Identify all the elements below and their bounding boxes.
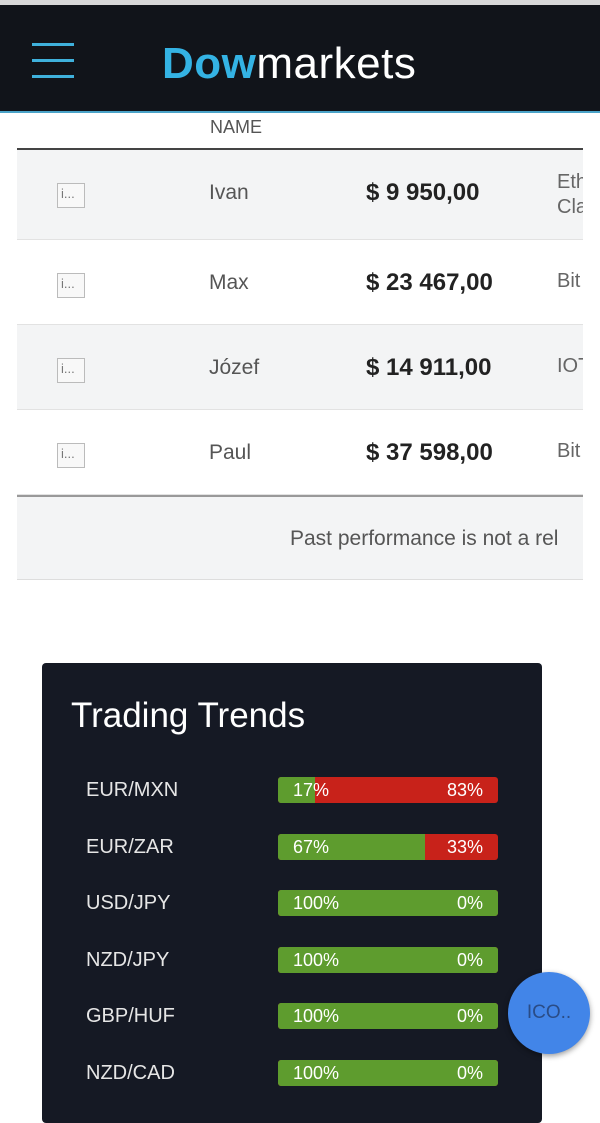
- trend-row: USD/JPY 100% 0%: [42, 890, 542, 917]
- trend-row: EUR/ZAR 67% 33%: [42, 833, 542, 860]
- trader-name: Paul: [209, 441, 252, 464]
- currency-pair: USD/JPY: [86, 892, 171, 915]
- asset-line: Bit: [557, 270, 581, 292]
- broken-image-icon: i...: [57, 183, 85, 208]
- sentiment-bar: 100% 0%: [278, 890, 498, 917]
- broken-image-icon: i...: [57, 443, 85, 468]
- broken-image-icon: i...: [57, 358, 85, 383]
- profit-amount: $ 9 950,00: [366, 179, 480, 206]
- broken-image-icon: i...: [57, 273, 85, 298]
- trend-row: NZD/JPY 100% 0%: [42, 946, 542, 973]
- status-bar-edge: [0, 0, 600, 5]
- buy-fill: [278, 833, 426, 860]
- asset-line: Eth: [557, 171, 583, 193]
- sell-percent: 83%: [446, 780, 483, 800]
- sell-percent: 0%: [456, 1063, 483, 1083]
- asset-line: IOT: [557, 355, 583, 377]
- ico-chat-button[interactable]: ICO..: [508, 972, 590, 1054]
- sentiment-bar: 100% 0%: [278, 1003, 498, 1030]
- currency-pair: NZD/JPY: [86, 948, 170, 971]
- buy-fill: [278, 1060, 498, 1086]
- trading-trends-panel: Trading Trends EUR/MXN 17% 83% EUR/ZAR 67…: [42, 663, 542, 1123]
- disclaimer-row: Past performance is not a rel: [17, 495, 583, 580]
- disclaimer-text: Past performance is not a rel: [290, 527, 559, 550]
- sell-percent: 33%: [446, 836, 483, 857]
- buy-percent: 100%: [293, 1063, 340, 1083]
- buy-percent: 100%: [293, 893, 340, 914]
- currency-pair: EUR/ZAR: [86, 835, 174, 858]
- trend-row: NZD/CAD 100% 0%: [42, 1060, 542, 1086]
- buy-percent: 17%: [293, 780, 330, 800]
- sell-percent: 0%: [456, 949, 483, 970]
- trader-name: Ivan: [209, 181, 249, 204]
- profit-amount: $ 14 911,00: [366, 354, 492, 381]
- trend-row: EUR/MXN 17% 83%: [42, 777, 542, 803]
- trader-name: Max: [209, 271, 249, 294]
- table-row: i... Paul $ 37 598,00 Bit: [17, 410, 583, 495]
- buy-percent: 67%: [293, 836, 330, 857]
- logo[interactable]: Dowmarkets: [162, 39, 417, 88]
- sell-percent: 0%: [456, 1006, 483, 1027]
- column-header-name: NAME: [210, 117, 263, 137]
- sentiment-bar: 67% 33%: [278, 833, 498, 860]
- profit-amount: $ 37 598,00: [366, 439, 493, 466]
- currency-pair: GBP/HUF: [86, 1005, 175, 1028]
- buy-percent: 100%: [293, 1006, 340, 1027]
- asset-name: IOT: [557, 354, 583, 379]
- buy-percent: 100%: [293, 949, 340, 970]
- profit-amount: $ 23 467,00: [366, 269, 493, 296]
- buy-fill: [278, 777, 316, 803]
- buy-fill: [278, 1003, 498, 1030]
- panel-title: Trading Trends: [71, 696, 306, 735]
- buy-fill: [278, 946, 498, 973]
- trader-name: Józef: [209, 356, 260, 379]
- table-row: i... Ivan $ 9 950,00 Eth Cla: [17, 150, 583, 240]
- table-row: i... Józef $ 14 911,00 IOT: [17, 325, 583, 410]
- hamburger-icon[interactable]: [32, 43, 74, 79]
- leaderboard-table: i... Ivan $ 9 950,00 Eth Cla i... Max $ 23…: [17, 148, 583, 580]
- asset-name: Bit: [557, 439, 580, 464]
- asset-line: Cla: [557, 196, 583, 218]
- asset-name: Eth Cla: [557, 170, 583, 220]
- currency-pair: EUR/MXN: [86, 779, 179, 801]
- table-row: i... Max $ 23 467,00 Bit: [17, 240, 583, 325]
- sell-percent: 0%: [456, 893, 483, 914]
- currency-pair: NZD/CAD: [86, 1062, 175, 1084]
- sentiment-bar: 17% 83%: [278, 777, 498, 803]
- site-header: Dowmarkets: [0, 5, 600, 113]
- buy-fill: [278, 890, 498, 917]
- asset-line: Bit: [557, 440, 581, 462]
- asset-name: Bit: [557, 269, 580, 294]
- trend-row: GBP/HUF 100% 0%: [42, 1003, 542, 1030]
- sentiment-bar: 100% 0%: [278, 946, 498, 973]
- sentiment-bar: 100% 0%: [278, 1060, 498, 1086]
